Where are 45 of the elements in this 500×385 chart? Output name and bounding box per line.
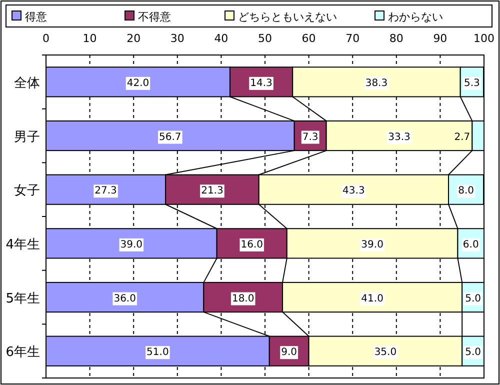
data-label: 5.0 xyxy=(465,293,482,304)
data-label: 21.3 xyxy=(201,186,224,197)
y-tick-label: 5年生 xyxy=(6,291,40,306)
x-tick-label: 20 xyxy=(126,32,141,45)
data-label: 6.0 xyxy=(462,239,479,250)
y-tick-label: 男子 xyxy=(14,130,40,145)
data-label: 9.0 xyxy=(281,347,298,358)
data-label: 5.0 xyxy=(465,347,482,358)
y-tick-label: 全体 xyxy=(14,76,40,91)
data-label: 14.3 xyxy=(250,78,272,89)
y-tick-label: 4年生 xyxy=(6,237,40,252)
data-label: 41.0 xyxy=(361,293,384,304)
x-tick-label: 90 xyxy=(433,32,448,45)
x-tick-label: 10 xyxy=(82,32,97,45)
data-label: 7.3 xyxy=(302,132,318,143)
data-label: 38.3 xyxy=(365,78,388,89)
x-tick-label: 50 xyxy=(258,32,272,45)
legend-label: どちらともいえない xyxy=(238,10,337,24)
x-tick-label: 70 xyxy=(346,32,360,45)
data-label: 33.3 xyxy=(388,132,410,143)
data-label: 18.0 xyxy=(232,293,254,304)
data-label: 8.0 xyxy=(458,186,474,197)
data-label: 5.3 xyxy=(464,78,480,89)
data-label: 35.0 xyxy=(374,347,397,358)
data-label: 42.0 xyxy=(126,78,150,89)
data-label: 39.0 xyxy=(361,239,384,250)
data-label: 56.7 xyxy=(159,132,182,143)
legend-label: わからない xyxy=(388,10,443,24)
data-label: 39.0 xyxy=(120,239,143,250)
legend-label: 不得意 xyxy=(138,10,171,24)
data-label: 2.7 xyxy=(454,132,470,143)
x-tick-label: 30 xyxy=(170,32,184,45)
data-label: 36.0 xyxy=(114,293,136,304)
data-label: 27.3 xyxy=(94,186,117,197)
x-tick-label: 40 xyxy=(214,32,228,45)
x-tick-label: 100 xyxy=(474,32,494,45)
data-label: 43.3 xyxy=(342,186,365,197)
y-tick-label: 女子 xyxy=(14,184,40,199)
data-label: 16.0 xyxy=(240,239,263,250)
data-label: 51.0 xyxy=(146,347,169,358)
x-tick-label: 60 xyxy=(302,32,316,45)
legend-label: 得意 xyxy=(25,10,47,24)
x-tick-label: 80 xyxy=(389,32,404,45)
y-tick-label: 6年生 xyxy=(6,345,40,360)
x-tick-label: 0 xyxy=(42,32,50,45)
